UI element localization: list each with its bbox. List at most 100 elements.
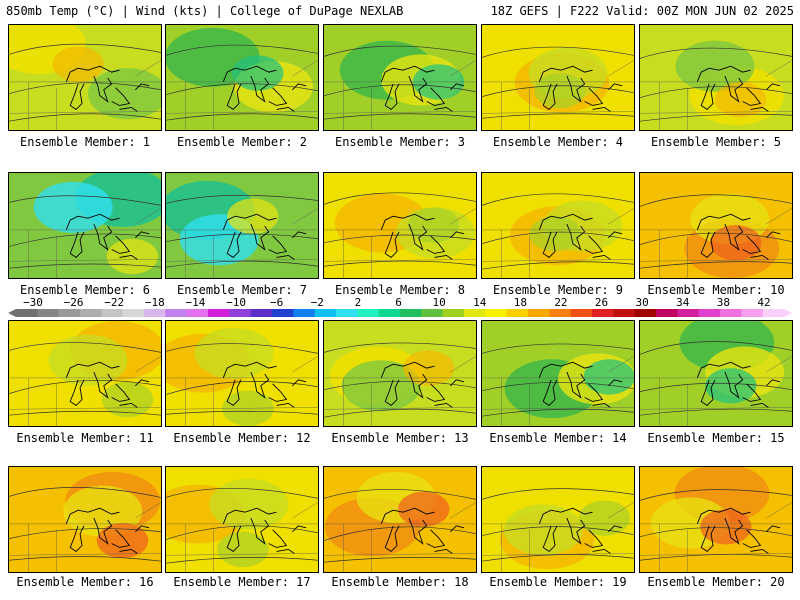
ensemble-member-map xyxy=(323,24,477,131)
colorbar-tick-label: 2 xyxy=(354,296,362,309)
ensemble-member-map xyxy=(323,172,477,279)
ensemble-member-label: Ensemble Member: 16 xyxy=(16,575,154,589)
temperature-colorbar xyxy=(8,309,792,317)
colorbar-segment xyxy=(592,309,614,317)
colorbar-segment xyxy=(634,309,657,317)
ensemble-member-label: Ensemble Member: 2 xyxy=(176,135,308,149)
map-title: 850mb Temp (°C) | Wind (kts) | College o… xyxy=(6,4,404,18)
colorbar-segment xyxy=(165,309,187,317)
colorbar-tick-label: 34 xyxy=(676,296,690,309)
ensemble-member-label: Ensemble Member: 3 xyxy=(334,135,466,149)
colorbar-segment xyxy=(250,309,273,317)
colorbar-segment xyxy=(357,309,379,317)
model-run-info: 18Z GEFS | F222 Valid: 00Z MON JUN 02 20… xyxy=(490,4,794,18)
ensemble-member-label: Ensemble Member: 4 xyxy=(492,135,624,149)
colorbar-tick-label: −26 xyxy=(63,296,84,309)
colorbar-segment xyxy=(400,309,422,317)
colorbar-tick-label: −22 xyxy=(104,296,125,309)
ensemble-member-label: Ensemble Member: 1 xyxy=(19,135,151,149)
ensemble-member-label: Ensemble Member: 12 xyxy=(173,431,311,445)
ensemble-member-map xyxy=(165,466,319,573)
ensemble-member-map xyxy=(481,466,635,573)
colorbar-segment xyxy=(101,309,123,317)
colorbar-segment xyxy=(80,309,102,317)
colorbar-segment xyxy=(464,309,486,317)
ensemble-member-map xyxy=(165,320,319,427)
colorbar-tick-label: 18 xyxy=(513,296,527,309)
ensemble-member-label: Ensemble Member: 9 xyxy=(492,283,624,297)
ensemble-member-label: Ensemble Member: 20 xyxy=(647,575,785,589)
colorbar-segment xyxy=(144,309,166,317)
ensemble-member-label: Ensemble Member: 5 xyxy=(650,135,782,149)
colorbar-segment xyxy=(421,309,443,317)
colorbar-segment xyxy=(762,309,785,317)
ensemble-member-label: Ensemble Member: 13 xyxy=(331,431,469,445)
colorbar-tick-label: 38 xyxy=(716,296,730,309)
colorbar-segment xyxy=(378,309,401,317)
colorbar-segment xyxy=(293,309,315,317)
colorbar-tick-label: 10 xyxy=(432,296,446,309)
ensemble-member-label: Ensemble Member: 6 xyxy=(19,283,151,297)
colorbar-segment xyxy=(186,309,209,317)
ensemble-member-map xyxy=(639,24,793,131)
colorbar-segment xyxy=(485,309,507,317)
colorbar-segment xyxy=(442,309,465,317)
ensemble-member-map xyxy=(639,320,793,427)
ensemble-member-map xyxy=(165,24,319,131)
colorbar-tick-label: −6 xyxy=(270,296,284,309)
colorbar-segment xyxy=(528,309,550,317)
ensemble-member-map xyxy=(481,320,635,427)
colorbar-max-arrow xyxy=(784,309,792,317)
colorbar-segment xyxy=(16,309,38,317)
ensemble-member-label: Ensemble Member: 14 xyxy=(489,431,627,445)
colorbar-segment xyxy=(741,309,763,317)
ensemble-member-map xyxy=(323,466,477,573)
ensemble-member-label: Ensemble Member: 17 xyxy=(173,575,311,589)
ensemble-member-label: Ensemble Member: 7 xyxy=(176,283,308,297)
colorbar-segment xyxy=(506,309,529,317)
ensemble-member-map xyxy=(8,466,162,573)
ensemble-member-map xyxy=(8,172,162,279)
colorbar-segment xyxy=(698,309,721,317)
colorbar-tick-label: 22 xyxy=(554,296,568,309)
ensemble-member-label: Ensemble Member: 15 xyxy=(647,431,785,445)
ensemble-member-label: Ensemble Member: 8 xyxy=(334,283,466,297)
colorbar-segment xyxy=(656,309,678,317)
colorbar-tick-label: 30 xyxy=(635,296,649,309)
colorbar-segment xyxy=(314,309,337,317)
colorbar-segment xyxy=(549,309,571,317)
colorbar-segment xyxy=(677,309,699,317)
colorbar-tick-label: 42 xyxy=(757,296,771,309)
colorbar-segment xyxy=(570,309,593,317)
colorbar-segment xyxy=(336,309,358,317)
ensemble-member-label: Ensemble Member: 18 xyxy=(331,575,469,589)
ensemble-member-map xyxy=(481,24,635,131)
colorbar-tick-label: −30 xyxy=(23,296,43,309)
colorbar-tick-label: 26 xyxy=(594,296,609,309)
ensemble-member-map xyxy=(8,320,162,427)
colorbar-segment xyxy=(229,309,251,317)
colorbar-segment xyxy=(272,309,294,317)
colorbar-segment xyxy=(37,309,59,317)
colorbar-tick-label: −2 xyxy=(310,296,324,309)
colorbar-tick-label: −18 xyxy=(144,296,165,309)
ensemble-member-map xyxy=(323,320,477,427)
colorbar-segment xyxy=(58,309,81,317)
ensemble-member-label: Ensemble Member: 10 xyxy=(647,283,785,297)
ensemble-member-map xyxy=(639,172,793,279)
colorbar-tick-label: −10 xyxy=(226,296,246,309)
ensemble-member-map xyxy=(8,24,162,131)
colorbar-segment xyxy=(122,309,145,317)
colorbar-min-arrow xyxy=(8,309,16,317)
colorbar-tick-label: 14 xyxy=(473,296,487,309)
colorbar-tick-label: −14 xyxy=(185,296,206,309)
colorbar-segment xyxy=(208,309,230,317)
ensemble-member-map xyxy=(639,466,793,573)
colorbar-segment xyxy=(613,309,635,317)
ensemble-member-label: Ensemble Member: 19 xyxy=(489,575,627,589)
ensemble-member-map xyxy=(165,172,319,279)
ensemble-member-label: Ensemble Member: 11 xyxy=(16,431,154,445)
ensemble-member-map xyxy=(481,172,635,279)
colorbar-tick-label: 6 xyxy=(395,296,402,309)
colorbar-segment xyxy=(720,309,742,317)
